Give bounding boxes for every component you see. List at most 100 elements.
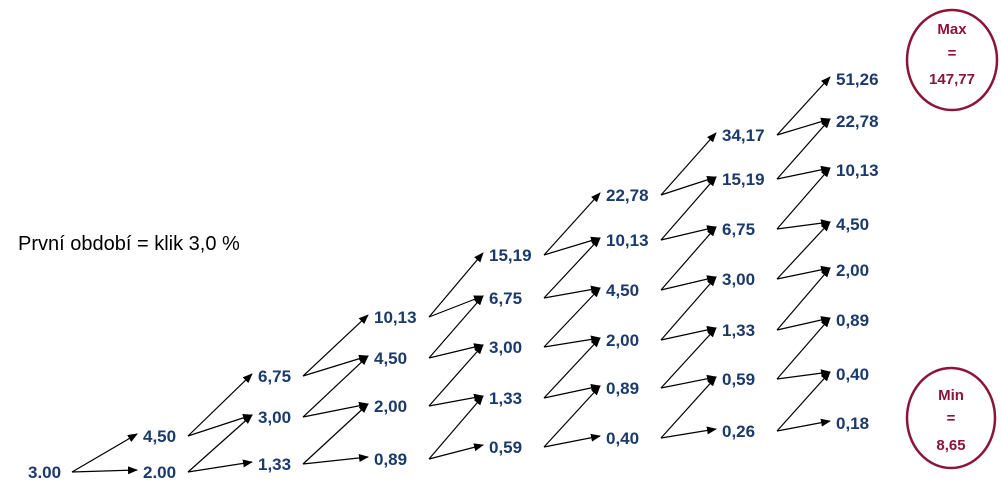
tree-arrow-up bbox=[302, 314, 369, 377]
tree-node-value: 6,75 bbox=[258, 367, 291, 386]
tree-arrow-down bbox=[302, 354, 369, 377]
tree-node-value: 2,00 bbox=[374, 397, 407, 416]
max-badge-equals: = bbox=[948, 45, 957, 62]
tree-arrow-up bbox=[776, 221, 831, 280]
tree-arrow-up bbox=[71, 433, 138, 473]
min-badge-value: 8,65 bbox=[936, 437, 965, 454]
tree-node-value: 51,26 bbox=[836, 70, 879, 89]
tree-arrow-up bbox=[543, 192, 601, 256]
tree-node-value: 0,26 bbox=[722, 422, 755, 441]
tree-node-value: 4,50 bbox=[606, 281, 639, 300]
tree-arrow-down bbox=[543, 236, 601, 256]
max-badge-value: 147,77 bbox=[929, 71, 975, 88]
tree-node-value: 22,78 bbox=[836, 112, 879, 131]
tree-arrow-down bbox=[302, 401, 369, 418]
tree-node-value: 4,50 bbox=[143, 427, 176, 446]
tree-arrow-up bbox=[660, 276, 717, 341]
tree-arrow-up bbox=[428, 395, 484, 460]
tree-node-value: 15,19 bbox=[489, 246, 532, 265]
tree-arrow-up bbox=[187, 414, 253, 473]
tree-arrow-up bbox=[428, 252, 484, 318]
tree-arrow-down bbox=[71, 466, 138, 475]
tree-arrow-up bbox=[660, 327, 717, 389]
tree-arrow-up bbox=[660, 226, 717, 291]
tree-arrow-up bbox=[187, 373, 253, 437]
tree-arrow-down bbox=[660, 374, 717, 389]
tree-arrow-up bbox=[543, 337, 601, 399]
tree-arrow-up bbox=[776, 317, 831, 380]
tree-node-value: 2,00 bbox=[606, 331, 639, 350]
tree-arrow-down bbox=[543, 383, 601, 399]
tree-arrow-up bbox=[776, 267, 831, 331]
tree-nodes: 3.00 4,50 2.00 6,75 3,00 1,33 10,13 4,50 2,00 0,8… bbox=[28, 70, 879, 482]
tree-arrow-up bbox=[776, 167, 831, 230]
tree-arrow-down bbox=[543, 433, 601, 448]
min-badge-equals: = bbox=[947, 410, 956, 427]
tree-arrow-up bbox=[660, 376, 717, 439]
tree-arrow-up bbox=[543, 385, 601, 448]
tree-arrow-up bbox=[660, 176, 717, 241]
tree-arrow-up bbox=[302, 355, 369, 418]
tree-arrow-down bbox=[660, 175, 717, 196]
tree-node-value: 1,33 bbox=[489, 389, 522, 408]
min-badge-label: Min bbox=[938, 387, 964, 404]
tree-arrow-up bbox=[543, 237, 601, 299]
min-badge: Min = 8,65 bbox=[905, 366, 997, 470]
tree-arrow-down bbox=[776, 418, 831, 432]
tree-arrow-down bbox=[428, 343, 484, 359]
tree-node-value: 22,78 bbox=[606, 186, 649, 205]
tree-node-value: 0,89 bbox=[374, 450, 407, 469]
tree-arrow-down bbox=[660, 275, 717, 291]
max-badge-label: Max bbox=[937, 21, 967, 38]
tree-arrow-up bbox=[776, 371, 831, 432]
tree-arrow-down bbox=[543, 335, 601, 348]
tree-node-value: 0,18 bbox=[836, 414, 869, 433]
tree-node-value: 10,13 bbox=[836, 161, 879, 180]
tree-node-value: 1,33 bbox=[258, 455, 291, 474]
tree-node-value: 2.00 bbox=[143, 463, 176, 482]
tree-node-value: 0,40 bbox=[606, 429, 639, 448]
tree-arrow-down bbox=[428, 443, 484, 460]
tree-node-value: 6,75 bbox=[489, 289, 522, 308]
tree-arrow-down bbox=[776, 219, 831, 230]
tree-node-value: 4,50 bbox=[374, 349, 407, 368]
tree-node-value: 4,50 bbox=[836, 215, 869, 234]
max-badge: Max = 147,77 bbox=[905, 8, 999, 112]
tree-arrows bbox=[71, 76, 831, 475]
tree-node-value: 34,17 bbox=[722, 126, 765, 145]
tree-arrow-up bbox=[428, 295, 484, 359]
tree-node-value: 10,13 bbox=[374, 308, 417, 327]
tree-arrow-up bbox=[543, 287, 601, 348]
tree-arrow-down bbox=[660, 326, 717, 341]
tree-node-value: 0,89 bbox=[606, 379, 639, 398]
tree-node-value: 0,59 bbox=[489, 438, 522, 457]
min-badge-oval bbox=[905, 366, 997, 470]
tree-node-value: 3,00 bbox=[258, 408, 291, 427]
tree-arrow-down bbox=[187, 414, 253, 437]
period-caption: První období = klik 3,0 % bbox=[18, 233, 240, 255]
tree-arrow-up bbox=[660, 132, 717, 196]
tree-node-value: 6,75 bbox=[722, 220, 755, 239]
tree-arrow-up bbox=[428, 344, 484, 407]
tree-arrow-down bbox=[660, 225, 717, 241]
tree-arrow-down bbox=[776, 369, 831, 380]
tree-node-value: 3.00 bbox=[28, 463, 61, 482]
tree-node-value: 2,00 bbox=[836, 261, 869, 280]
tree-arrow-down bbox=[543, 285, 601, 299]
tree-arrow-down bbox=[660, 426, 717, 439]
tree-arrow-down bbox=[187, 459, 253, 473]
tree-node-value: 10,13 bbox=[606, 231, 649, 250]
tree-arrow-up bbox=[302, 403, 369, 465]
tree-node-value: 1,33 bbox=[722, 321, 755, 340]
tree-node-value: 3,00 bbox=[722, 270, 755, 289]
tree-arrow-down bbox=[302, 453, 369, 465]
tree-arrow-up bbox=[776, 76, 831, 136]
tree-arrow-down bbox=[428, 393, 484, 407]
tree-node-value: 0,40 bbox=[836, 365, 869, 384]
tree-node-value: 0,89 bbox=[836, 311, 869, 330]
tree-node-value: 0,59 bbox=[722, 370, 755, 389]
max-badge-oval bbox=[905, 8, 999, 112]
tree-arrow-down bbox=[428, 295, 484, 318]
tree-arrow-up bbox=[776, 118, 831, 180]
